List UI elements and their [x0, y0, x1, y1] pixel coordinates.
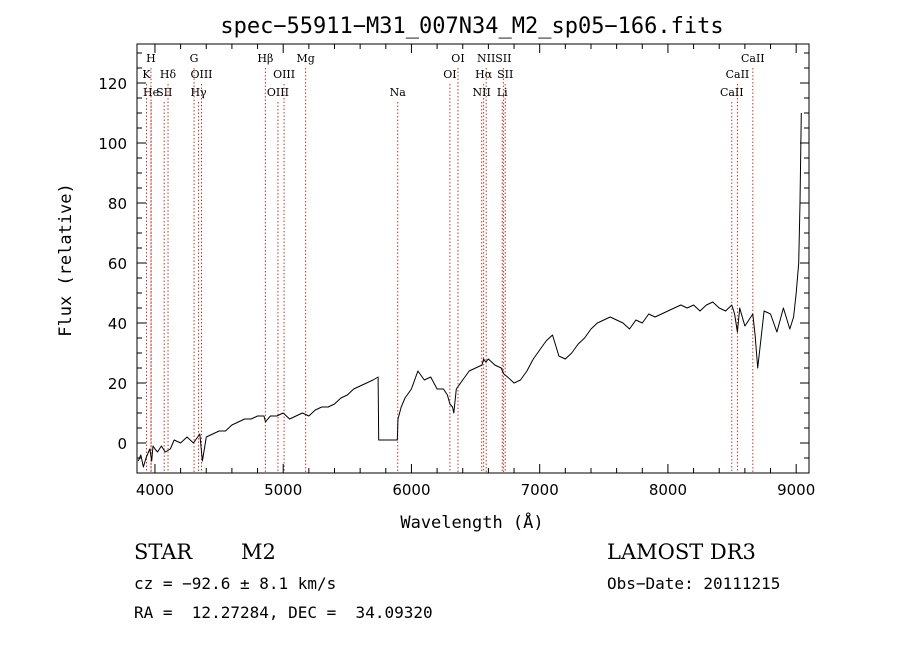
plot-frame — [136, 43, 810, 474]
y-tick-label: 40 — [108, 315, 127, 333]
x-tick-label: 8000 — [649, 481, 687, 499]
line-marker-label: Na — [390, 86, 407, 99]
x-tick-label: 6000 — [392, 481, 430, 499]
line-marker-label: G — [190, 52, 199, 65]
y-tick-label: 60 — [108, 255, 127, 273]
y-tick-label: 20 — [108, 375, 127, 393]
line-marker-label: CaII — [726, 68, 750, 81]
y-tick-label: 0 — [117, 435, 127, 453]
line-marker-label: Hβ — [257, 52, 273, 65]
redshift-velocity: cz = −92.6 ± 8.1 km/s — [134, 574, 337, 593]
survey-name: LAMOST DR3 — [607, 540, 756, 564]
line-marker-label: SII — [156, 86, 172, 99]
line-marker-label: Hα — [475, 68, 493, 81]
line-marker-label: NII — [473, 86, 491, 99]
line-marker-label: CaII — [741, 52, 765, 65]
line-marker-label: SII — [495, 52, 511, 65]
y-tick-label: 80 — [108, 195, 127, 213]
spectrum-line — [137, 112, 802, 468]
object-class: STAR — [134, 540, 193, 564]
line-marker-label: CaII — [720, 86, 744, 99]
line-marker-label: Hδ — [160, 68, 177, 81]
x-tick-label: 9000 — [777, 481, 815, 499]
spectrum-series — [137, 112, 802, 468]
line-marker-label: OIII — [190, 68, 212, 81]
x-axis-label: Wavelength (Å) — [400, 511, 543, 533]
line-marker-label: H — [146, 52, 156, 65]
line-marker-label: OIII — [267, 86, 289, 99]
y-tick-label: 100 — [98, 135, 127, 153]
coordinates: RA = 12.27284, DEC = 34.09320 — [134, 603, 433, 622]
object-subclass: M2 — [241, 540, 276, 564]
line-marker-label: SII — [497, 68, 513, 81]
line-marker-label: OI — [451, 52, 464, 65]
axes: 4000 5000 6000 7000 8000 9000 0 20 40 60 80 100 120 — [98, 44, 815, 499]
line-marker-label: OIII — [273, 68, 295, 81]
line-marker-label: K — [142, 68, 151, 81]
observation-date: Obs−Date: 20111215 — [607, 574, 781, 593]
line-marker-label: NII — [477, 52, 495, 65]
chart-title: spec−55911−M31_007N34_M2_sp05−166.fits — [220, 14, 723, 39]
line-marker-label: Li — [497, 86, 508, 99]
x-tick-label: 5000 — [264, 481, 302, 499]
x-tick-label: 4000 — [136, 481, 174, 499]
y-tick-label: 120 — [98, 75, 127, 93]
x-tick-label: 7000 — [521, 481, 559, 499]
y-axis-label: Flux (relative) — [56, 183, 76, 337]
line-marker-label: Mg — [296, 52, 314, 65]
line-marker-label: Hγ — [190, 86, 207, 99]
line-marker-label: OI — [443, 68, 456, 81]
